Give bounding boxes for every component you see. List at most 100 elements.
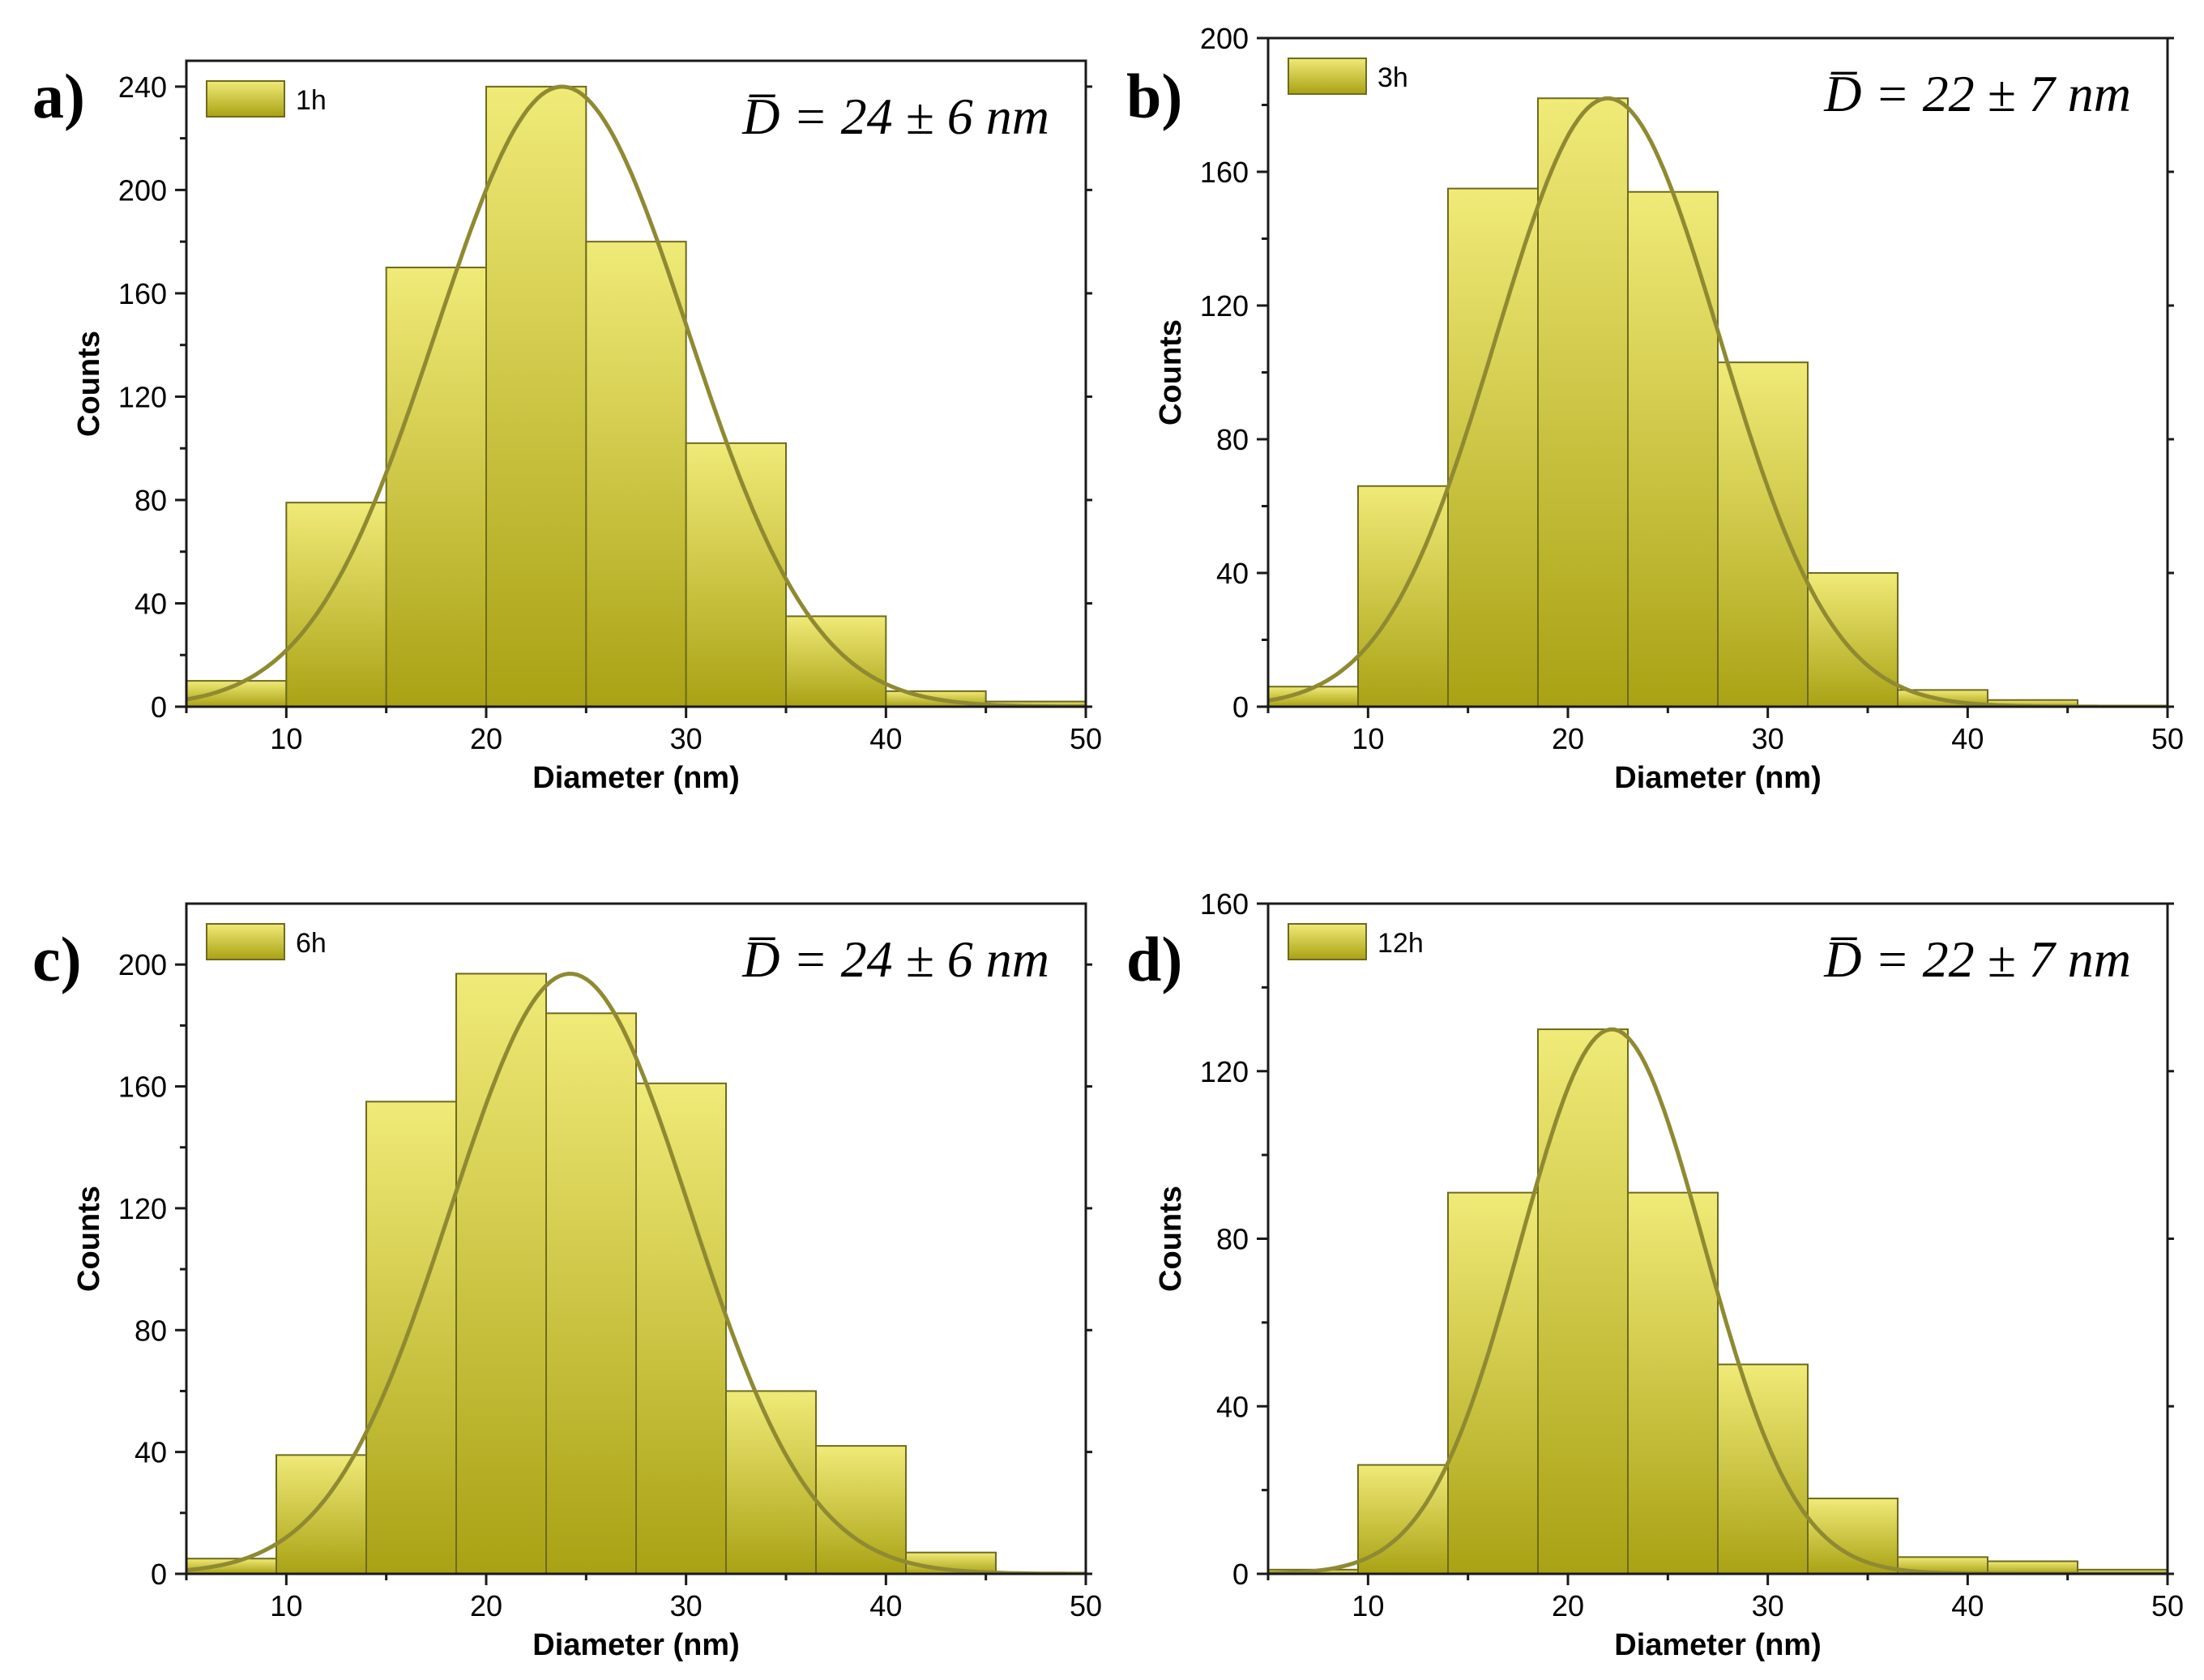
legend-label: 1h <box>296 85 327 116</box>
histogram-bar <box>785 615 887 707</box>
y-tick-label: 120 <box>118 380 167 413</box>
x-tick-label: 50 <box>1070 722 1102 755</box>
mean-diameter-annotation: D̅ = 24 ± 6 nm <box>741 88 1049 145</box>
y-tick-label: 160 <box>118 1071 167 1104</box>
x-tick-label: 50 <box>1070 1589 1102 1622</box>
histogram-bar <box>685 442 788 707</box>
y-tick-label: 160 <box>1200 156 1249 189</box>
legend-label: 3h <box>1378 62 1408 93</box>
y-tick-label: 160 <box>118 277 167 310</box>
histogram-bar <box>1807 572 1899 707</box>
y-tick-label: 40 <box>135 587 167 620</box>
mean-diameter-annotation: D̅ = 22 ± 7 nm <box>1823 930 2131 988</box>
panel-letter: b) <box>1126 61 1182 131</box>
x-axis-label: Diameter (nm) <box>1614 1628 1822 1662</box>
x-tick-label: 20 <box>1552 1589 1584 1622</box>
panel-6h: 10 20 30 40 50 0 40 80 120 160 200 Diameter (nm) Cou… <box>32 902 1102 1662</box>
y-axis-label: Counts <box>72 1186 106 1292</box>
mean-diameter-annotation: D̅ = 22 ± 7 nm <box>1823 65 2131 122</box>
bars <box>1268 1028 2168 1574</box>
x-tick-label: 50 <box>2151 722 2184 755</box>
histogram-bar <box>385 267 487 707</box>
y-tick-label: 120 <box>118 1192 167 1225</box>
gaussian-fit-line <box>186 84 1086 707</box>
mean-diameter-annotation: D̅ = 24 ± 6 nm <box>741 930 1049 988</box>
x-tick-label: 50 <box>2151 1589 2184 1622</box>
gaussian-fit-line <box>186 971 1086 1574</box>
histogram-bar <box>1987 1560 2078 1574</box>
legend-label: 6h <box>296 928 327 959</box>
x-tick-label: 10 <box>1352 1589 1384 1622</box>
histogram-bar <box>1717 361 1809 707</box>
bars <box>186 85 1086 707</box>
plot-frame <box>185 59 1087 708</box>
panel-letter: c) <box>32 924 82 994</box>
y-tick-label: 80 <box>1216 423 1249 456</box>
histogram-bar <box>455 973 547 1574</box>
y-tick-label: 0 <box>1232 690 1249 724</box>
y-tick-label: 160 <box>1200 887 1249 921</box>
x-tick-label: 40 <box>869 1589 902 1622</box>
panel-letter: d) <box>1126 924 1182 994</box>
x-tick-label: 40 <box>869 722 902 755</box>
histogram-bar <box>1717 1363 1809 1574</box>
y-tick-label: 200 <box>1200 22 1249 55</box>
gaussian-fit-line <box>1268 1027 2168 1574</box>
histogram-bar <box>1537 1028 1629 1574</box>
histogram-bar <box>485 85 587 707</box>
histogram-bar <box>1627 190 1719 707</box>
histogram-bar <box>1807 1497 1899 1574</box>
histogram-bar <box>1537 97 1629 707</box>
y-axis-label: Counts <box>1154 319 1188 425</box>
y-tick-label: 0 <box>151 690 167 724</box>
histogram-bar <box>1627 1191 1719 1574</box>
panel-12h: 10 20 30 40 50 0 40 80 120 160 Diameter (nm) Counts… <box>1126 887 2184 1662</box>
panel-3h: 10 20 30 40 50 0 40 80 120 160 200 Diameter (nm) Cou… <box>1126 22 2184 795</box>
bars <box>186 973 997 1574</box>
y-tick-label: 80 <box>1216 1223 1249 1256</box>
histogram-bar <box>585 241 687 707</box>
panel-1h: 10 20 30 40 50 0 40 80 120 160 200 240 Diameter (nm)… <box>32 59 1102 795</box>
histogram-bar <box>815 1445 907 1574</box>
y-axis-label: Counts <box>72 331 106 437</box>
y-tick-label: 80 <box>135 1314 167 1347</box>
x-axis-label: Diameter (nm) <box>1614 761 1822 795</box>
x-tick-label: 30 <box>1752 1589 1784 1622</box>
x-tick-label: 10 <box>1352 722 1384 755</box>
histogram-bar <box>545 1012 637 1574</box>
histogram-bar <box>285 502 387 707</box>
histogram-bar <box>1447 1191 1539 1574</box>
legend-label: 12h <box>1378 928 1424 959</box>
legend-swatch <box>206 923 285 960</box>
x-tick-label: 30 <box>670 1589 703 1622</box>
x-axis-label: Diameter (nm) <box>532 1628 740 1662</box>
y-tick-label: 0 <box>1232 1558 1249 1591</box>
y-tick-label: 40 <box>135 1436 167 1469</box>
y-tick-label: 120 <box>1200 1055 1249 1088</box>
y-tick-label: 240 <box>118 71 167 104</box>
x-tick-label: 10 <box>270 1589 302 1622</box>
x-axis-label: Diameter (nm) <box>532 761 740 795</box>
histogram-bar <box>635 1082 727 1574</box>
x-tick-label: 30 <box>670 722 703 755</box>
x-tick-label: 30 <box>1752 722 1784 755</box>
x-tick-label: 20 <box>1552 722 1584 755</box>
y-tick-label: 200 <box>118 948 167 981</box>
y-tick-label: 120 <box>1200 289 1249 323</box>
histogram-bar <box>2077 1568 2168 1574</box>
legend-swatch <box>1288 923 1367 960</box>
y-tick-label: 80 <box>135 484 167 517</box>
histogram-bar <box>276 1454 367 1574</box>
legend-swatch <box>1288 58 1367 95</box>
y-tick-label: 40 <box>1216 1390 1249 1423</box>
x-tick-label: 10 <box>270 722 302 755</box>
histogram-bar <box>365 1101 457 1574</box>
y-tick-label: 0 <box>151 1558 167 1591</box>
y-tick-label: 40 <box>1216 557 1249 590</box>
histogram-bar <box>1357 1464 1449 1574</box>
x-tick-label: 20 <box>470 1589 502 1622</box>
x-tick-label: 40 <box>1951 722 1984 755</box>
y-tick-label: 200 <box>118 173 167 207</box>
y-axis-label: Counts <box>1154 1186 1188 1292</box>
